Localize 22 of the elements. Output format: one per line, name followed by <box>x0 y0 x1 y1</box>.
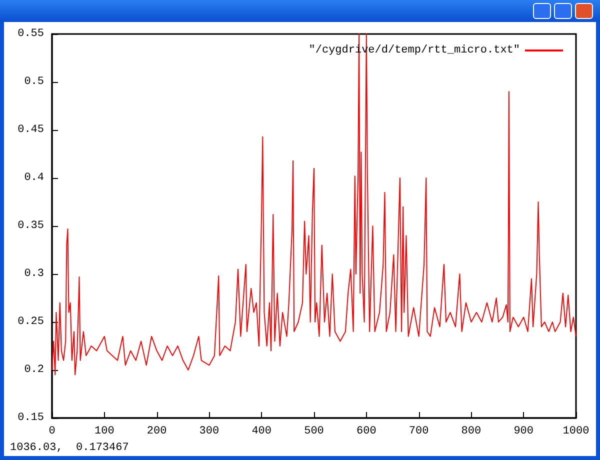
x-tick-label: 0 <box>48 426 56 438</box>
y-tick-label: 0.55 <box>18 28 44 40</box>
y-tick-label: 0.2 <box>24 364 44 376</box>
x-tick-label: 1000 <box>562 426 590 438</box>
x-tick-label: 100 <box>94 426 114 438</box>
x-tick-label: 700 <box>408 426 429 438</box>
y-tick-label: 0.4 <box>24 172 44 184</box>
y-tick-label: 0.45 <box>18 124 44 136</box>
y-tick-label: 0.25 <box>18 316 44 328</box>
text: 1036.03, 0.173467 <box>10 442 129 454</box>
x-tick-label: 900 <box>514 426 534 438</box>
x-tick-label: 400 <box>252 426 272 438</box>
y-tick-label: 0.5 <box>24 76 44 88</box>
y-tick-label: 0.15 <box>18 412 44 424</box>
x-tick-label: 600 <box>356 426 376 438</box>
x-tick-label: 300 <box>199 426 220 438</box>
y-tick-label: 0.3 <box>24 268 44 280</box>
x-tick-label: 800 <box>461 426 482 438</box>
line-series <box>52 34 576 376</box>
x-tick-label: 200 <box>146 426 167 438</box>
y-tick-label: 0.35 <box>18 220 44 232</box>
x-tick-label: 500 <box>304 426 324 438</box>
